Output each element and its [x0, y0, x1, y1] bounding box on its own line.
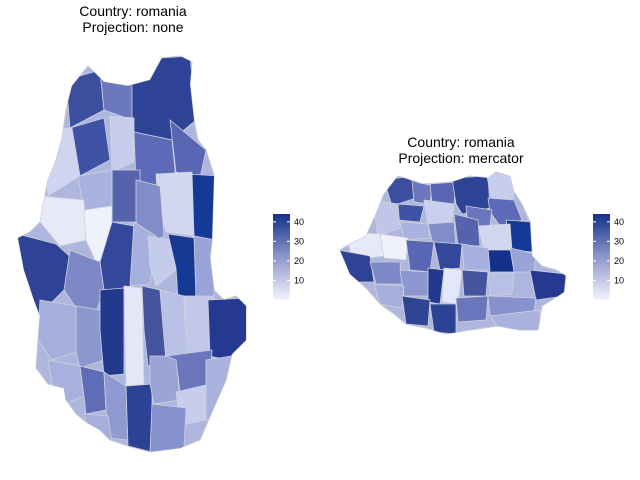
legend-tick-label: 10: [614, 275, 624, 285]
panel1-county: [123, 285, 145, 389]
panel2-county: [487, 271, 515, 297]
panel2-county: [529, 269, 566, 301]
panel2-county: [453, 213, 481, 247]
panel1-county: [83, 413, 113, 443]
panel2-county: [461, 269, 489, 297]
panel2-county: [379, 233, 409, 261]
panel2-county: [397, 203, 425, 223]
panel2-county: [371, 199, 401, 237]
panel2-county: [369, 261, 403, 285]
panel1-county: [47, 359, 85, 405]
panel1-county: [147, 235, 177, 287]
panel1-legend-colorbar: [273, 214, 290, 300]
panel1-title: Country: romania Projection: none: [58, 3, 208, 35]
panel1-legend: 10 20 30 40: [273, 214, 304, 300]
panel2-title-line2: Projection: mercator: [398, 150, 524, 166]
panel2-legend-colorbar: [593, 214, 610, 300]
panel2-county: [429, 181, 457, 205]
legend-tick-label: 10: [294, 275, 304, 285]
panel2-title-line1: Country: romania: [407, 134, 515, 150]
panel2-map: [339, 171, 567, 335]
panel2-county: [433, 241, 463, 271]
panel1-county: [205, 355, 233, 421]
legend-tick-label: 30: [614, 236, 624, 246]
panel1-map: [17, 55, 247, 453]
panel2-county: [461, 243, 491, 271]
panel2-county: [429, 303, 457, 334]
panel2-county: [405, 239, 435, 273]
panel2-county: [477, 223, 513, 251]
panel2-county: [373, 283, 405, 309]
panel1-county: [207, 297, 246, 361]
panel2-county: [455, 295, 489, 323]
legend-tick-label: 40: [294, 217, 304, 227]
legend-tick-label: 20: [294, 256, 304, 266]
legend-tick-label: 30: [294, 236, 304, 246]
panel1-county: [193, 235, 217, 301]
legend-tick-label: 20: [614, 256, 624, 266]
panel2-legend: 10 20 30 40: [593, 214, 624, 300]
panel1-title-line1: Country: romania: [79, 3, 187, 19]
panel2-county: [399, 269, 429, 297]
panel1-county: [103, 371, 129, 441]
panel2-county: [485, 172, 515, 201]
panel1-county: [149, 403, 187, 452]
panel1-county: [125, 383, 153, 452]
panel1-county: [109, 115, 135, 173]
panel1-title-line2: Projection: none: [82, 19, 184, 35]
panel2-title: Country: romania Projection: mercator: [376, 134, 546, 166]
panel2-county: [399, 221, 431, 241]
panel1-county: [131, 56, 197, 141]
panel2-county: [401, 295, 431, 327]
panel1-county: [149, 355, 181, 405]
panel1-county: [79, 365, 107, 415]
panel1-county: [99, 287, 125, 377]
panel1-county: [75, 305, 105, 369]
legend-tick-label: 40: [614, 217, 624, 227]
